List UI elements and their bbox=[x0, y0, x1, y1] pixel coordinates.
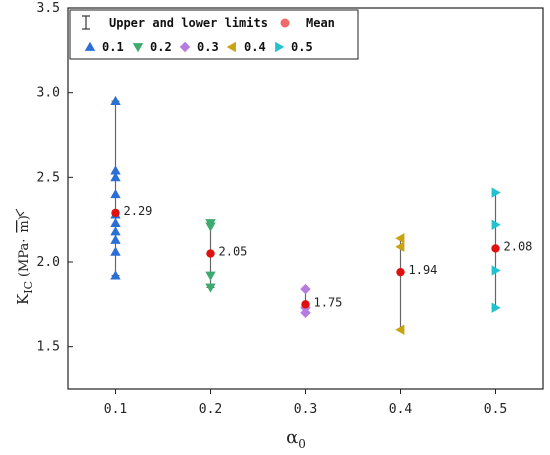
legend-series-marker bbox=[132, 43, 144, 53]
series-group: 1.75 bbox=[300, 283, 343, 318]
x-axis-title: α0 bbox=[286, 427, 306, 451]
series-group: 1.94 bbox=[395, 233, 437, 335]
legend-series-marker bbox=[226, 41, 236, 53]
data-point bbox=[491, 187, 501, 198]
plot-area bbox=[67, 7, 544, 390]
data-point bbox=[110, 234, 121, 244]
legend-box bbox=[69, 9, 359, 60]
legend: Upper and lower limits Mean 0.1 0.2 0.3 0.4… bbox=[69, 9, 359, 60]
data-point bbox=[110, 95, 121, 106]
mean-value-label: 2.08 bbox=[504, 239, 533, 253]
legend-series-label: 0.1 bbox=[102, 40, 124, 54]
x-axis-title-sub: 0 bbox=[298, 437, 306, 451]
data-point bbox=[395, 241, 405, 252]
legend-series-label: 0.5 bbox=[291, 40, 313, 54]
mean-marker bbox=[206, 249, 215, 258]
data-point bbox=[205, 271, 216, 281]
y-axis-title-unit-sqrt: m bbox=[17, 220, 32, 232]
data-point bbox=[110, 189, 121, 199]
legend-mean-label: Mean bbox=[306, 16, 335, 30]
data-point bbox=[491, 219, 501, 230]
mean-marker bbox=[301, 300, 310, 309]
x-tick-label: 0.3 bbox=[294, 402, 317, 417]
legend-series: 0.1 0.2 0.3 0.4 0.5 bbox=[84, 40, 313, 54]
x-axis-title-main: α bbox=[286, 427, 298, 448]
data-point bbox=[110, 172, 121, 182]
data-point bbox=[110, 270, 121, 280]
y-axis-title: KIC (MPa· m) bbox=[14, 215, 35, 305]
y-tick-label: 2.5 bbox=[37, 170, 60, 185]
y-axis-title-unit-right: ) bbox=[17, 215, 32, 220]
y-tick-label: 2.0 bbox=[37, 255, 60, 270]
legend-series-marker bbox=[84, 41, 96, 51]
mean-marker bbox=[111, 208, 120, 218]
x-tick-label: 0.1 bbox=[104, 402, 127, 417]
series-layer: 2.29 2.05 1.75 1.94 2.08 bbox=[110, 95, 532, 335]
legend-series-marker bbox=[179, 41, 191, 53]
legend-series-label: 0.3 bbox=[197, 40, 219, 54]
y-tick-label: 1.5 bbox=[37, 340, 60, 355]
data-point bbox=[110, 165, 121, 175]
y-axis-title-sub: IC bbox=[22, 281, 35, 294]
x-tick-label: 0.4 bbox=[389, 402, 413, 417]
series-group: 2.29 bbox=[110, 95, 153, 280]
mean-value-label: 2.29 bbox=[124, 204, 153, 218]
x-tick-label: 0.5 bbox=[484, 402, 507, 417]
mean-marker bbox=[396, 267, 405, 277]
data-point bbox=[395, 324, 405, 335]
data-point bbox=[205, 283, 216, 293]
mean-value-label: 1.75 bbox=[314, 295, 343, 309]
axes: 1.5 2.0 2.5 3.0 3.5 0.1 0.2 0.3 0.4 0.5 bbox=[37, 1, 508, 417]
data-point bbox=[491, 265, 501, 276]
legend-range-label: Upper and lower limits bbox=[109, 16, 268, 30]
y-axis-title-sqrt-sign bbox=[15, 208, 25, 217]
y-axis-title-main: K bbox=[14, 293, 32, 305]
data-point bbox=[491, 302, 501, 313]
legend-series-label: 0.2 bbox=[150, 40, 172, 54]
series-group: 2.08 bbox=[491, 187, 532, 313]
mean-value-label: 1.94 bbox=[409, 263, 438, 277]
legend-series-label: 0.4 bbox=[244, 40, 266, 54]
y-axis-title-unit-left: (MPa· bbox=[17, 239, 32, 277]
mean-value-label: 2.05 bbox=[219, 245, 248, 259]
mean-marker bbox=[491, 244, 500, 253]
series-group: 2.05 bbox=[205, 219, 248, 293]
data-point bbox=[110, 246, 121, 256]
data-point bbox=[300, 307, 311, 318]
y-tick-label: 3.0 bbox=[37, 86, 60, 101]
legend-mean-marker bbox=[280, 18, 290, 28]
data-point bbox=[110, 217, 121, 227]
data-point bbox=[205, 222, 216, 232]
data-point bbox=[395, 233, 405, 244]
y-tick-label: 3.5 bbox=[37, 1, 60, 16]
legend-series-marker bbox=[275, 41, 285, 53]
data-point bbox=[110, 226, 121, 236]
legend-range-icon bbox=[82, 15, 90, 30]
x-tick-label: 0.2 bbox=[199, 402, 222, 417]
data-point bbox=[300, 283, 311, 295]
